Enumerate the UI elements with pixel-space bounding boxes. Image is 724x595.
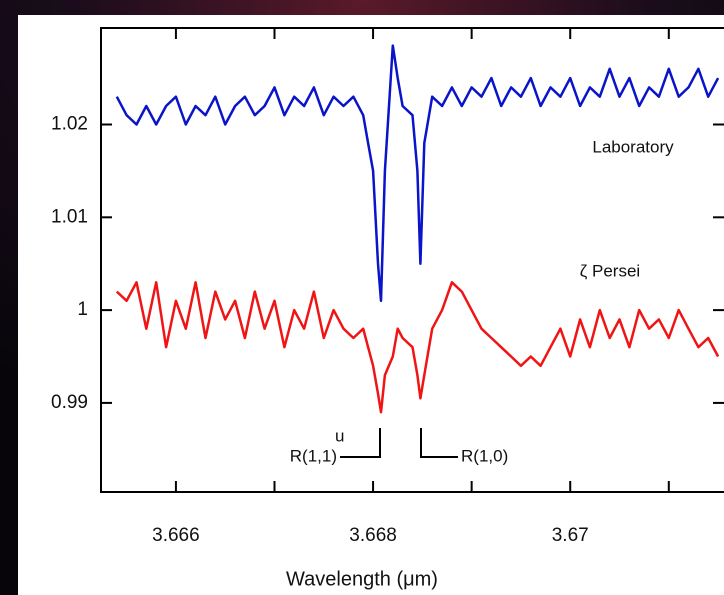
annotation: R(1,1) [290,446,337,465]
y-tick-label: 1 [77,299,88,320]
x-axis-label: Wavelength (μm) [286,568,438,590]
bracket [340,428,381,458]
annotation: u [335,426,344,445]
y-tick-label: 0.99 [51,392,88,413]
annotation: R(1,0) [461,446,508,465]
plot-frame [100,27,724,493]
series-line [115,281,720,414]
y-tick-label: 1.01 [51,206,88,227]
x-tick-label: 3.668 [349,525,397,546]
series-line [115,44,720,303]
x-tick-label: 3.67 [552,525,589,546]
bracket [420,428,458,458]
series-label: ζ Persei [580,261,640,280]
figure-panel [18,15,724,595]
x-tick-label: 3.666 [152,525,200,546]
series-label: Laboratory [592,137,674,156]
y-tick-label: 1.02 [51,114,88,135]
